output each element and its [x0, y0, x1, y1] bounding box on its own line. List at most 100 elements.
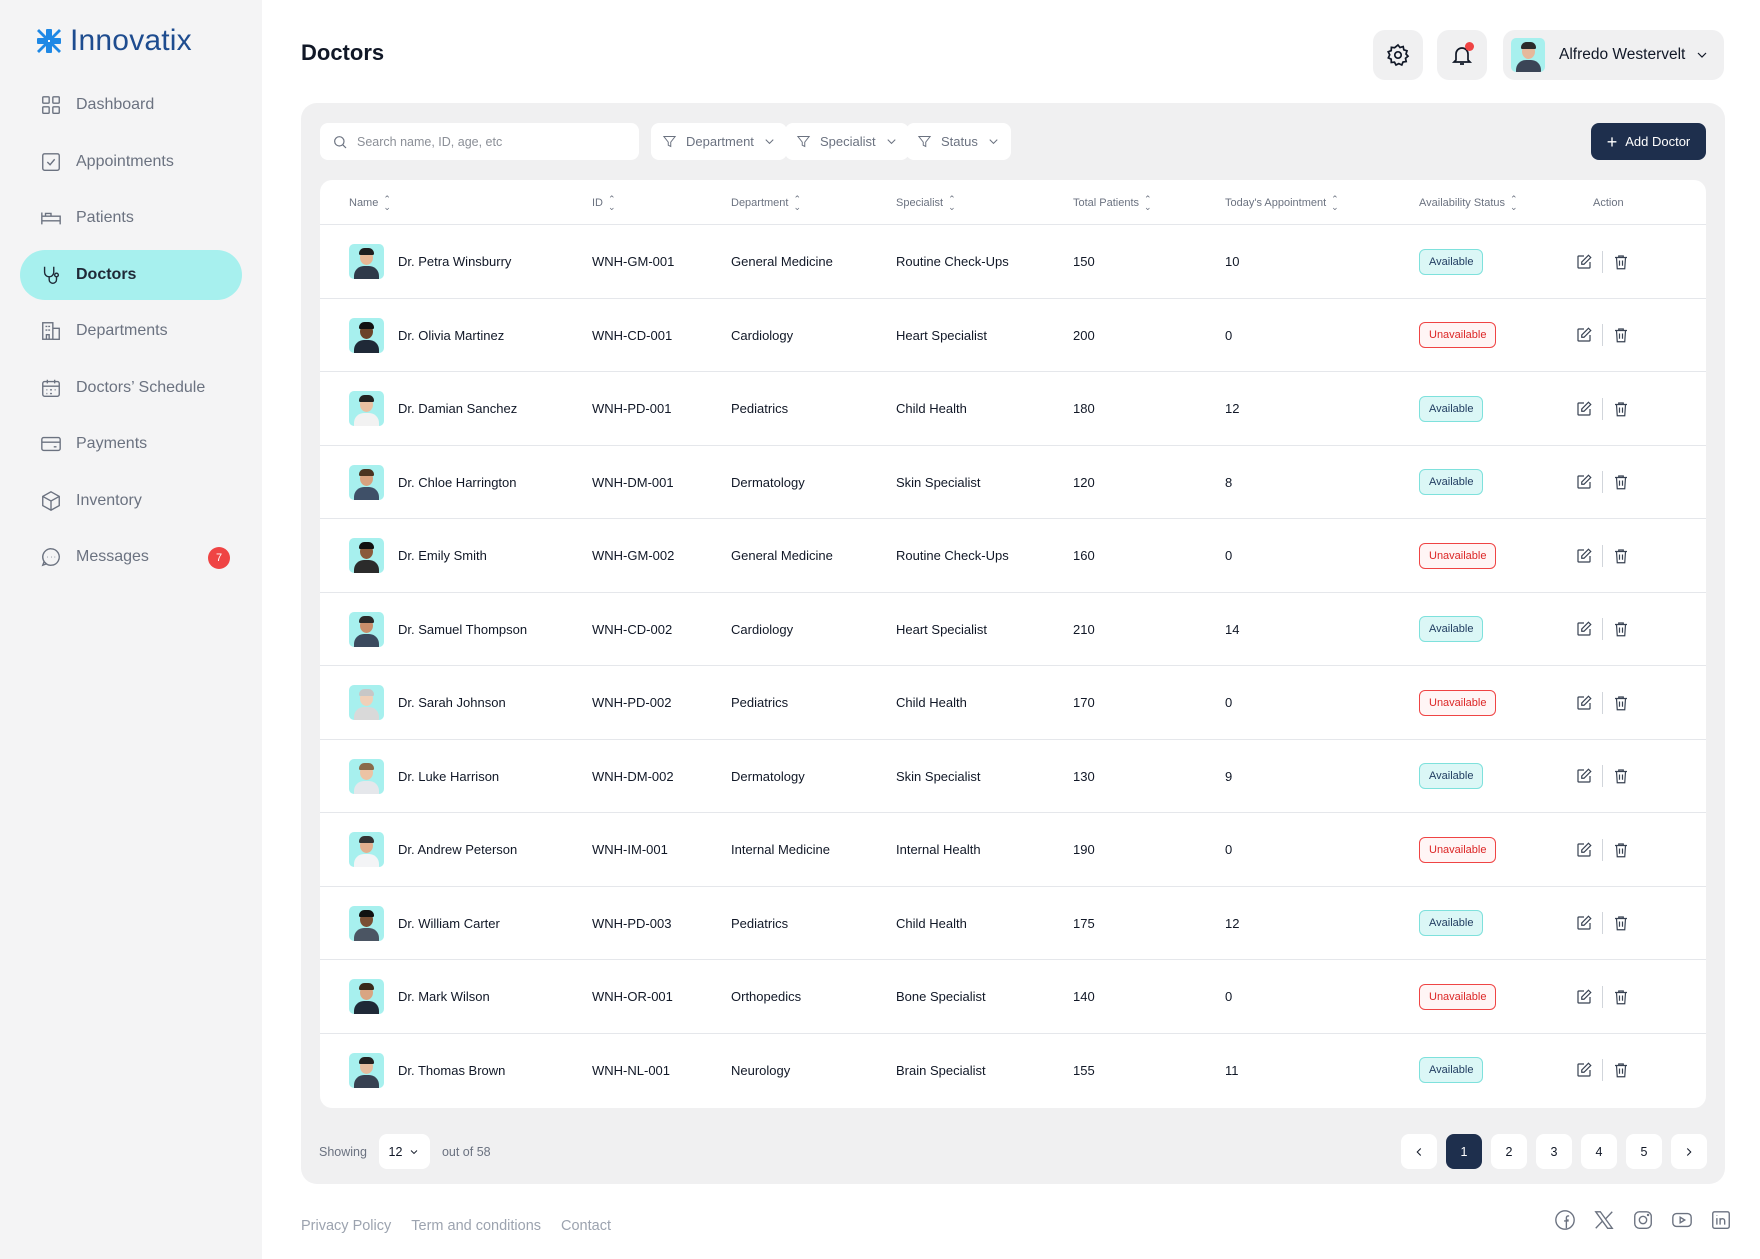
chevron-left-icon [1416, 1147, 1422, 1156]
department-filter[interactable]: Department [651, 123, 787, 160]
page-button-2[interactable]: 2 [1491, 1134, 1527, 1169]
per-page-select[interactable]: 12 [378, 1134, 430, 1169]
user-avatar [1511, 38, 1545, 72]
trash-icon[interactable] [1612, 400, 1630, 418]
instagram-icon[interactable] [1632, 1209, 1654, 1231]
pagination: 1 2 3 4 5 [1401, 1134, 1707, 1169]
youtube-icon[interactable] [1671, 1209, 1693, 1231]
page-button-5[interactable]: 5 [1626, 1134, 1662, 1169]
total-patients: 160 [1073, 548, 1095, 564]
edit-icon[interactable] [1575, 1061, 1593, 1079]
sidebar-item-patients[interactable]: Patients [20, 193, 242, 243]
total-patients: 175 [1073, 915, 1095, 931]
facebook-icon[interactable] [1554, 1209, 1576, 1231]
table-row[interactable]: Dr. Samuel Thompson WNH-CD-002 Cardiolog… [320, 593, 1706, 666]
row-actions [1575, 740, 1630, 814]
doctor-name: Dr. Chloe Harrington [398, 474, 517, 490]
column-header-specialist[interactable]: Specialist ⌃ ⌄ [896, 193, 956, 212]
page-button-4[interactable]: 4 [1581, 1134, 1617, 1169]
trash-icon[interactable] [1612, 547, 1630, 565]
column-header-name[interactable]: Name ⌃ ⌄ [349, 193, 391, 212]
privacy-policy-link[interactable]: Privacy Policy [301, 1218, 392, 1234]
gear-icon [1387, 43, 1410, 67]
status-filter[interactable]: Status [906, 123, 1011, 160]
trash-icon[interactable] [1612, 1061, 1630, 1079]
table-row[interactable]: Dr. Sarah Johnson WNH-PD-002 Pediatrics … [320, 666, 1706, 740]
edit-icon[interactable] [1575, 326, 1593, 344]
availability-cell: Available [1419, 446, 1484, 520]
todays-appointments: 11 [1225, 1062, 1239, 1078]
sidebar-item-dashboard[interactable]: Dashboard [20, 80, 242, 130]
doctor-name-cell: Dr. Luke Harrison [349, 740, 499, 814]
trash-icon[interactable] [1612, 841, 1630, 859]
footer-links: Privacy Policy Term and conditions Conta… [301, 1218, 611, 1234]
table-row[interactable]: Dr. Mark Wilson WNH-OR-001 Orthopedics B… [320, 960, 1706, 1034]
edit-icon[interactable] [1575, 547, 1593, 565]
total-count-label: out of 58 [441, 1144, 491, 1159]
edit-icon[interactable] [1575, 767, 1593, 785]
table-row[interactable]: Dr. Thomas Brown WNH-NL-001 Neurology Br… [320, 1034, 1706, 1108]
table-row[interactable]: Dr. Emily Smith WNH-GM-002 General Medic… [320, 519, 1706, 593]
search-box[interactable] [320, 123, 639, 160]
trash-icon[interactable] [1612, 914, 1630, 932]
user-menu[interactable]: Alfredo Westervelt [1503, 30, 1724, 80]
edit-icon[interactable] [1575, 400, 1593, 418]
sidebar-item-messages[interactable]: Messages 7 [20, 532, 242, 582]
table-row[interactable]: Dr. Olivia Martinez WNH-CD-001 Cardiolog… [320, 299, 1706, 372]
settings-button[interactable] [1373, 30, 1423, 80]
trash-icon[interactable] [1612, 473, 1630, 491]
edit-icon[interactable] [1575, 694, 1593, 712]
next-page-button[interactable] [1671, 1134, 1707, 1169]
linkedin-icon[interactable] [1710, 1209, 1732, 1231]
doctor-id: WNH-GM-002 [592, 548, 675, 564]
column-header-total-patients[interactable]: Total Patients ⌃ ⌄ [1073, 193, 1152, 212]
doctor-name: Dr. Petra Winsburry [398, 254, 512, 270]
trash-icon[interactable] [1612, 767, 1630, 785]
specialist-filter[interactable]: Specialist [785, 123, 909, 160]
chat-icon [41, 548, 60, 567]
sort-icon: ⌃ ⌄ [793, 193, 802, 212]
add-doctor-button[interactable]: + Add Doctor [1591, 123, 1706, 160]
trash-icon[interactable] [1612, 988, 1630, 1006]
sidebar-item-doctors-schedule[interactable]: Doctors’ Schedule [20, 363, 242, 413]
doctor-name-cell: Dr. Andrew Peterson [349, 813, 517, 887]
trash-icon[interactable] [1612, 326, 1630, 344]
total-patients: 190 [1073, 842, 1095, 858]
column-header-department[interactable]: Department ⌃ ⌄ [731, 193, 802, 212]
table-row[interactable]: Dr. William Carter WNH-PD-003 Pediatrics… [320, 887, 1706, 960]
edit-icon[interactable] [1575, 988, 1593, 1006]
table-row[interactable]: Dr. Chloe Harrington WNH-DM-001 Dermatol… [320, 446, 1706, 520]
search-input[interactable] [357, 134, 627, 149]
sidebar-item-departments[interactable]: Departments [20, 306, 242, 356]
page-button-3[interactable]: 3 [1536, 1134, 1572, 1169]
page-button-1[interactable]: 1 [1446, 1134, 1482, 1169]
edit-icon[interactable] [1575, 841, 1593, 859]
sidebar-item-appointments[interactable]: Appointments [20, 137, 242, 187]
column-header-availability-status[interactable]: Availability Status ⌃ ⌄ [1419, 193, 1518, 212]
prev-page-button[interactable] [1401, 1134, 1437, 1169]
sidebar-item-doctors[interactable]: Doctors [20, 249, 242, 300]
edit-icon[interactable] [1575, 914, 1593, 932]
edit-icon[interactable] [1575, 253, 1593, 271]
trash-icon[interactable] [1612, 253, 1630, 271]
column-header-todays-appointment[interactable]: Today's Appointment ⌃ ⌄ [1225, 193, 1339, 212]
column-header-id[interactable]: ID ⌃ ⌄ [592, 193, 616, 212]
terms-link[interactable]: Term and conditions [411, 1218, 542, 1234]
todays-appointments: 0 [1225, 327, 1233, 343]
contact-link[interactable]: Contact [561, 1218, 611, 1234]
edit-icon[interactable] [1575, 620, 1593, 638]
sidebar-item-inventory[interactable]: Inventory [20, 476, 242, 526]
trash-icon[interactable] [1612, 620, 1630, 638]
sidebar-item-payments[interactable]: Payments [20, 419, 242, 469]
table-row[interactable]: Dr. Luke Harrison WNH-DM-002 Dermatology… [320, 740, 1706, 814]
app-logo[interactable]: Innovatix [36, 24, 192, 58]
x-icon[interactable] [1593, 1209, 1615, 1231]
sidebar-item-label: Payments [76, 435, 148, 452]
table-row[interactable]: Dr. Petra Winsburry WNH-GM-001 General M… [320, 225, 1706, 299]
trash-icon[interactable] [1612, 694, 1630, 712]
notifications-button[interactable] [1437, 30, 1487, 80]
table-row[interactable]: Dr. Andrew Peterson WNH-IM-001 Internal … [320, 813, 1706, 887]
table-row[interactable]: Dr. Damian Sanchez WNH-PD-001 Pediatrics… [320, 372, 1706, 446]
chevron-right-icon [1686, 1147, 1692, 1156]
edit-icon[interactable] [1575, 473, 1593, 491]
